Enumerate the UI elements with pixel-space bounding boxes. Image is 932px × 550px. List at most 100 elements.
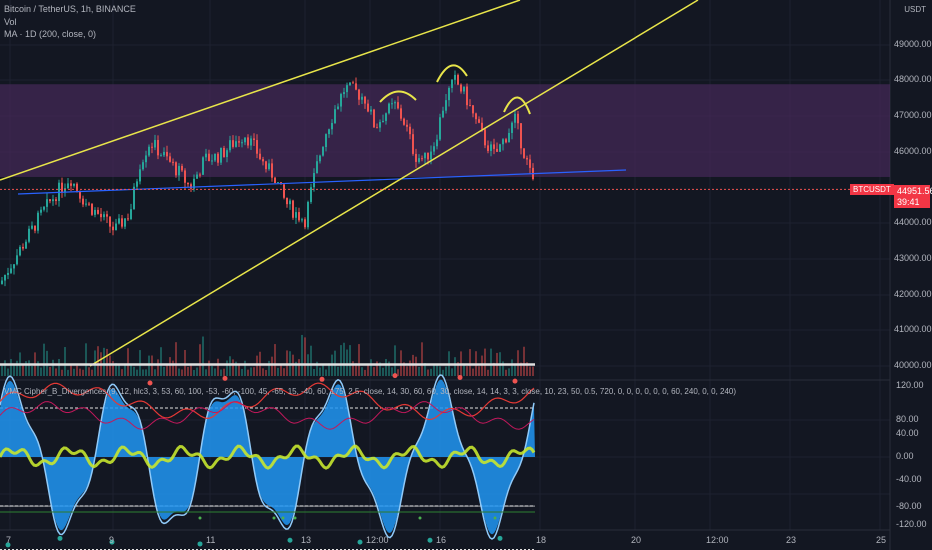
candle-body: [7, 272, 9, 275]
signal-dot: [427, 537, 433, 543]
volume-bar: [253, 367, 255, 376]
candle-body: [358, 89, 360, 100]
candle-body: [328, 129, 330, 135]
candle-body: [160, 155, 162, 157]
volume-bar: [382, 367, 384, 376]
last-price-tag: 44951.56: [894, 185, 932, 197]
candle-body: [517, 113, 519, 124]
candle-body: [499, 144, 501, 152]
candle-body: [28, 228, 30, 242]
volume-bar: [514, 364, 516, 376]
signal-dot: [512, 378, 518, 384]
divergence-dot: [418, 516, 422, 520]
candlestick-series: [1, 70, 534, 287]
ma-legend[interactable]: MA · 1D (200, close, 0): [4, 29, 97, 39]
candle-body: [463, 86, 465, 92]
time-tick: 25: [876, 535, 887, 545]
volume-bar: [31, 365, 33, 376]
price-tick: 47000.00: [894, 110, 932, 120]
volume-bar: [127, 348, 129, 376]
volume-bar: [43, 343, 45, 376]
candle-body: [94, 209, 96, 215]
indicator-legend[interactable]: VMC Cipher_B_Divergences (9, 12, hlc3, 3…: [4, 387, 737, 396]
candle-body: [298, 212, 300, 221]
candle-body: [478, 119, 480, 123]
countdown-tag: 39:41: [894, 196, 930, 208]
volume-bar: [7, 368, 9, 376]
candle-body: [325, 134, 327, 148]
candle-body: [106, 214, 108, 217]
volume-bar: [484, 348, 486, 376]
volume-bar: [295, 361, 297, 376]
volume-bar: [55, 368, 57, 376]
volume-bar: [82, 369, 84, 376]
signal-dot: [197, 541, 203, 547]
oscillator-pane: [0, 363, 536, 550]
volume-bar: [25, 361, 27, 376]
candle-body: [529, 159, 531, 168]
volume-bar: [430, 368, 432, 376]
volume-bar: [493, 362, 495, 376]
candle-body: [184, 170, 186, 183]
volume-bar: [235, 361, 237, 376]
candle-body: [190, 184, 192, 189]
candle-body: [124, 218, 126, 227]
volume-bar: [79, 368, 81, 376]
volume-bar: [244, 360, 246, 376]
volume-bar: [40, 367, 42, 376]
candle-body: [49, 199, 51, 202]
volume-bar: [268, 360, 270, 376]
candle-body: [361, 96, 363, 100]
price-tick: 48000.00: [894, 74, 932, 84]
candle-body: [43, 206, 45, 210]
volume-bar: [181, 369, 183, 376]
candle-body: [265, 161, 267, 170]
volume-bar: [433, 364, 435, 376]
left-shoulder-arc: [379, 90, 417, 103]
volume-bar: [88, 367, 90, 376]
candle-body: [271, 163, 273, 178]
volume-bar: [427, 369, 429, 376]
volume-bar: [139, 350, 141, 376]
volume-bar: [409, 360, 411, 376]
signal-dot: [497, 535, 503, 541]
candle-body: [430, 151, 432, 160]
currency-label[interactable]: USDT: [904, 5, 926, 14]
candle-body: [457, 74, 459, 85]
candle-body: [445, 100, 447, 111]
candle-body: [346, 85, 348, 93]
volume-bar: [439, 366, 441, 376]
volume-bar: [226, 360, 228, 376]
candle-body: [259, 153, 261, 160]
volume-bar: [385, 358, 387, 376]
candle-body: [229, 140, 231, 151]
volume-bar: [520, 362, 522, 376]
volume-bar: [1, 365, 3, 376]
candle-body: [322, 147, 324, 156]
candle-body: [100, 213, 102, 218]
volume-bar: [13, 365, 15, 376]
candle-body: [121, 218, 123, 227]
volume-bar: [313, 368, 315, 376]
candle-body: [52, 199, 54, 202]
volume-bar: [28, 360, 30, 376]
candle-body: [13, 264, 15, 269]
candle-body: [214, 153, 216, 161]
candle-body: [199, 174, 201, 176]
candle-body: [223, 147, 225, 158]
candle-body: [109, 216, 111, 227]
volume-bar: [175, 342, 177, 376]
volume-bar: [4, 360, 6, 376]
candle-body: [367, 103, 369, 112]
candle-body: [205, 153, 207, 158]
volume-bar: [505, 369, 507, 376]
volume-bar: [157, 359, 159, 376]
divergence-dot: [281, 516, 285, 520]
symbol-legend[interactable]: Bitcoin / TetherUS, 1h, BINANCE: [4, 4, 136, 14]
volume-bar: [52, 359, 54, 376]
candle-body: [115, 223, 117, 231]
volume-bar: [325, 369, 327, 376]
volume-legend[interactable]: Vol: [4, 17, 17, 27]
volume-bar: [472, 368, 474, 376]
